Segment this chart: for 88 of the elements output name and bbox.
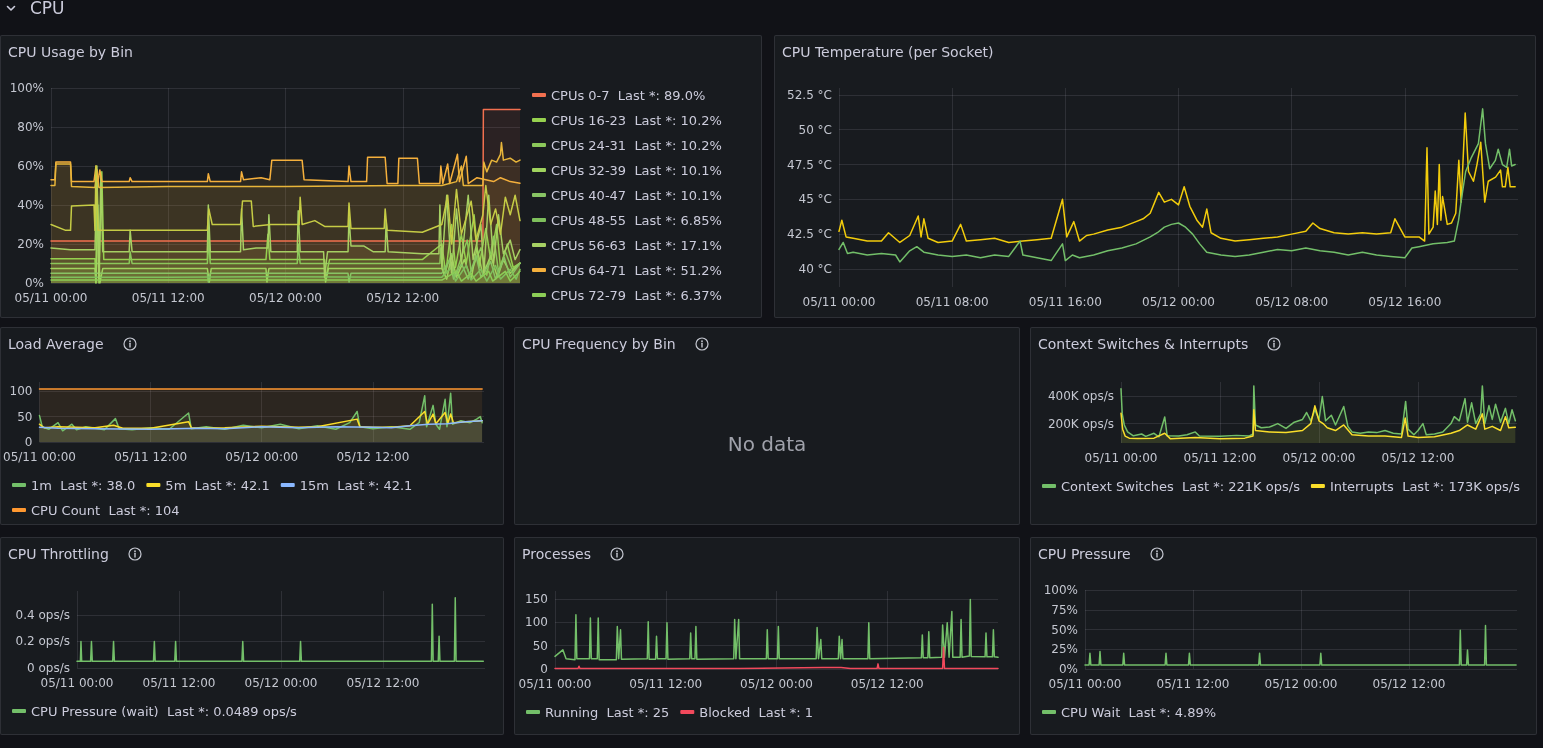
y-tick-label: 25% — [1051, 642, 1078, 657]
x-tick-label: 05/12 00:00 — [244, 676, 318, 690]
legend-label: Interrupts Last *: 173K ops/s — [1329, 478, 1521, 494]
y-tick-label: 47.5 °C — [787, 157, 832, 172]
legend-label: CPU Wait Last *: 4.89% — [1061, 704, 1217, 720]
y-tick-label: 50 — [17, 409, 33, 424]
legend-label: CPUs 48-55 Last *: 6.85% — [551, 212, 722, 228]
legend-label: CPUs 40-47 Last *: 10.1% — [551, 187, 722, 203]
x-tick-label: 05/11 00:00 — [3, 450, 76, 464]
x-tick-label: 05/12 12:00 — [1372, 677, 1446, 691]
x-tick-label: 05/11 00:00 — [518, 677, 592, 691]
x-tick-label: 05/11 12:00 — [114, 450, 188, 464]
legend-label: Running Last *: 25 — [545, 704, 670, 720]
chart-title: CPU Usage by Bin — [8, 43, 133, 61]
chart-title: CPU Pressure — [1038, 545, 1131, 563]
legend-label: CPUs 64-71 Last *: 51.2% — [551, 262, 722, 278]
y-tick-label: 100% — [1043, 583, 1078, 597]
x-tick-label: 05/11 12:00 — [142, 676, 216, 690]
chart-title: CPU Throttling — [8, 545, 109, 563]
legend-label: Blocked Last *: 1 — [699, 704, 814, 720]
y-tick-label: 40 °C — [798, 261, 832, 276]
x-tick-label: 05/12 00:00 — [1264, 677, 1338, 691]
y-tick-label: 200K ops/s — [1047, 416, 1114, 431]
y-tick-label: 0 ops/s — [27, 661, 70, 675]
x-tick-label: 05/11 08:00 — [915, 295, 989, 309]
x-tick-label: 05/12 08:00 — [1255, 295, 1329, 309]
y-tick-label: 50 °C — [798, 122, 832, 137]
x-tick-label: 05/11 00:00 — [1048, 677, 1122, 691]
legend-label: 5m Last *: 42.1 — [165, 477, 270, 493]
legend-label: 1m Last *: 38.0 — [31, 477, 136, 493]
x-tick-label: 05/12 00:00 — [225, 450, 299, 464]
y-tick-label: 42.5 °C — [787, 227, 832, 242]
legend-label: Context Switches Last *: 221K ops/s — [1061, 478, 1301, 494]
legend-label: 15m Last *: 42.1 — [299, 477, 413, 493]
y-tick-label: 0.2 ops/s — [15, 634, 70, 649]
x-tick-label: 05/12 12:00 — [1381, 451, 1455, 465]
chart-title: CPU Temperature (per Socket) — [782, 43, 994, 61]
y-tick-label: 45 °C — [798, 192, 832, 207]
x-tick-label: 05/11 00:00 — [802, 295, 876, 309]
y-tick-label: 20% — [17, 237, 44, 251]
y-tick-label: 52.5 °C — [787, 87, 832, 102]
text: No data — [726, 432, 808, 456]
legend-label: CPUs 32-39 Last *: 10.1% — [551, 162, 722, 178]
legend-label: CPUs 72-79 Last *: 6.37% — [551, 287, 722, 303]
x-tick-label: 05/12 12:00 — [346, 676, 420, 690]
chart-title: Processes — [522, 545, 592, 563]
y-tick-label: 75% — [1051, 602, 1078, 617]
x-tick-label: 05/12 00:00 — [1282, 451, 1356, 465]
y-tick-label: 100% — [9, 81, 44, 95]
y-tick-label: 150 — [525, 591, 548, 606]
x-tick-label: 05/12 16:00 — [1368, 295, 1442, 309]
text: CPU — [30, 0, 65, 18]
y-tick-label: 400K ops/s — [1047, 388, 1114, 403]
x-tick-label: 05/11 00:00 — [1084, 451, 1158, 465]
y-tick-label: 50 — [532, 638, 548, 653]
x-tick-label: 05/11 12:00 — [1156, 677, 1230, 691]
y-tick-label: 0 — [540, 662, 548, 676]
y-tick-label: 0% — [24, 276, 44, 290]
x-tick-label: 05/12 00:00 — [249, 291, 322, 305]
legend-label: CPUs 16-23 Last *: 10.2% — [551, 112, 722, 128]
y-tick-label: 50% — [1051, 622, 1078, 637]
x-tick-label: 05/12 00:00 — [1142, 295, 1215, 309]
x-tick-label: 05/11 12:00 — [629, 677, 703, 691]
x-tick-label: 05/12 00:00 — [740, 677, 813, 691]
text: CPU Frequency by Bin — [522, 335, 676, 353]
legend-label: CPU Pressure (wait) Last *: 0.0489 ops/s — [31, 703, 298, 719]
x-tick-label: 05/11 12:00 — [1183, 451, 1257, 465]
y-tick-label: 40% — [17, 198, 44, 212]
legend-label: CPUs 24-31 Last *: 10.2% — [551, 137, 722, 153]
y-tick-label: 100 — [9, 384, 33, 399]
x-tick-label: 05/12 12:00 — [366, 291, 440, 305]
y-tick-label: 100 — [525, 615, 548, 630]
legend-label: CPUs 0-7 Last *: 89.0% — [551, 87, 706, 103]
y-tick-label: 0% — [1058, 662, 1078, 676]
y-tick-label: 0.4 ops/s — [15, 607, 70, 622]
legend-label: CPUs 56-63 Last *: 17.1% — [551, 237, 722, 253]
x-tick-label: 05/12 12:00 — [850, 677, 924, 691]
y-tick-label: 60% — [17, 159, 44, 173]
x-tick-label: 05/11 12:00 — [131, 291, 205, 305]
chart-title: Load Average — [8, 335, 104, 353]
y-tick-label: 80% — [17, 120, 44, 134]
chart-title: Context Switches & Interrupts — [1038, 335, 1249, 353]
legend-label: CPU Count Last *: 104 — [31, 502, 180, 518]
x-tick-label: 05/11 16:00 — [1028, 295, 1102, 309]
y-tick-label: 0 — [24, 435, 33, 449]
x-tick-label: 05/11 00:00 — [40, 676, 114, 690]
x-tick-label: 05/11 00:00 — [14, 291, 88, 305]
x-tick-label: 05/12 12:00 — [336, 450, 410, 464]
